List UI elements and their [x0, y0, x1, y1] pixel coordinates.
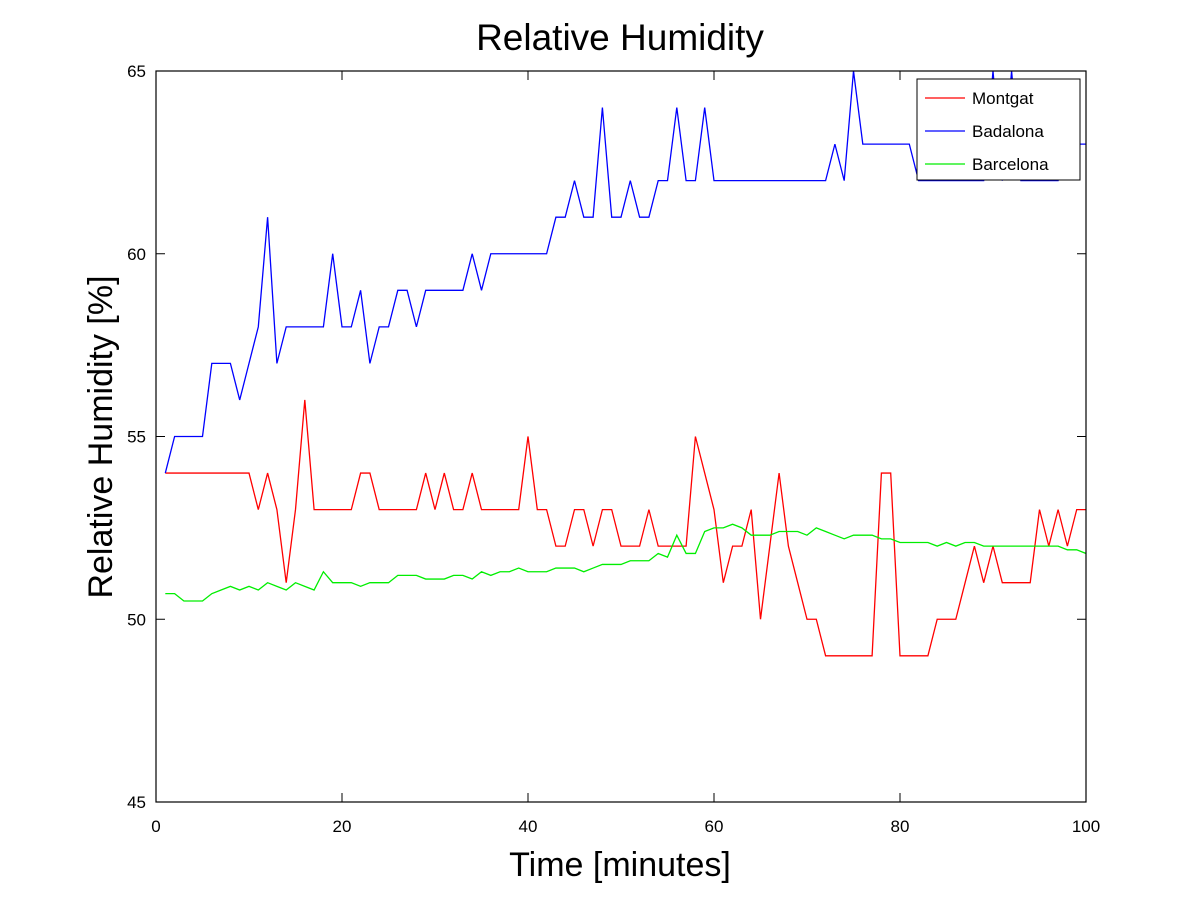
legend: Montgat Badalona Barcelona [916, 78, 1081, 181]
y-tick-label: 55 [127, 428, 146, 447]
series-line-badalona [164, 70, 1086, 474]
y-axis-title: Relative Humidity [%] [82, 275, 120, 598]
legend-label: Barcelona [972, 155, 1049, 174]
legend-label: Montgat [972, 89, 1034, 108]
axis-ticks: 0 20 40 60 80 100 45 50 55 60 65 [127, 62, 1100, 836]
legend-label: Badalona [972, 122, 1044, 141]
x-tick-label: 20 [333, 817, 352, 836]
x-tick-label: 80 [891, 817, 910, 836]
plot-area [164, 70, 1086, 657]
y-tick-label: 65 [127, 62, 146, 81]
chart-title: Relative Humidity [476, 17, 764, 58]
series-line-montgat [165, 399, 1086, 657]
y-tick-label: 50 [127, 610, 146, 629]
x-tick-label: 40 [519, 817, 538, 836]
y-tick-label: 45 [127, 793, 146, 812]
series-line-barcelona [165, 523, 1086, 602]
x-tick-label: 0 [151, 817, 160, 836]
x-tick-label: 60 [705, 817, 724, 836]
x-axis-title: Time [minutes] [509, 846, 731, 884]
x-tick-label: 100 [1072, 817, 1100, 836]
legend-box [916, 78, 1081, 181]
y-tick-label: 60 [127, 245, 146, 264]
